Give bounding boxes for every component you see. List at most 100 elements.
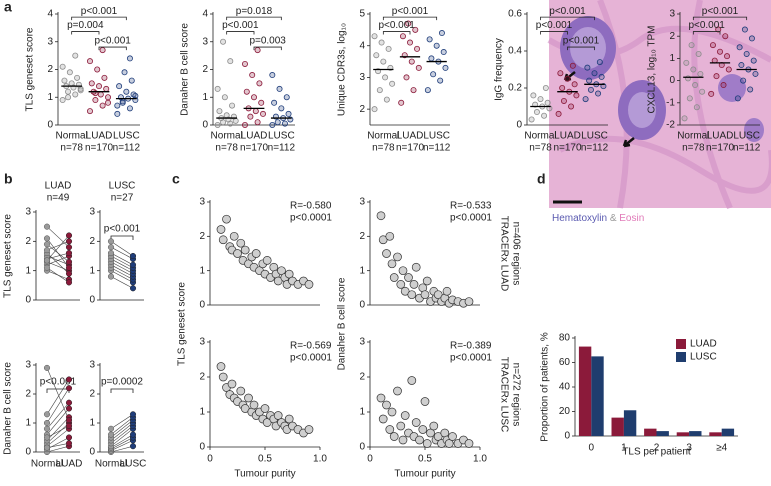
x-tick-label: 1 (621, 443, 627, 454)
x-axis-label: TLS per patient (622, 447, 691, 458)
data-point (43, 434, 51, 441)
data-point (132, 92, 139, 99)
y-tick-label: 3 (199, 197, 205, 208)
y-tick-label: 0 (359, 300, 365, 311)
data-point (107, 425, 115, 432)
data-point (408, 58, 415, 65)
y-tick-label: 60 (559, 357, 571, 368)
category-label: LUSC (423, 131, 450, 142)
data-point (734, 95, 741, 102)
data-point (107, 431, 115, 438)
data-point (247, 113, 254, 120)
data-point (240, 245, 250, 255)
y-tick-label: 2 (25, 236, 31, 247)
y-axis-label: Proportion of patients, % (540, 332, 551, 442)
data-point (411, 262, 421, 272)
data-point (43, 264, 51, 271)
cohort-label: TRACERx LUAD (498, 216, 509, 292)
data-point (65, 385, 73, 392)
bar (709, 432, 722, 436)
data-point (385, 45, 392, 52)
x-tick-label: 1.0 (473, 454, 487, 465)
data-point (555, 110, 562, 117)
bar (689, 431, 702, 436)
comparison-bracket (540, 31, 568, 35)
data-point (59, 97, 66, 104)
y-tick-label: 3 (359, 337, 365, 348)
data-point (65, 422, 73, 429)
n-label: n=78 (529, 143, 552, 154)
data-point (65, 244, 73, 251)
data-point (736, 44, 743, 51)
data-point (722, 33, 729, 40)
n-label: n=112 (581, 143, 609, 154)
y-axis-label: IgG frequency (494, 38, 505, 101)
data-point (254, 47, 261, 54)
data-point (43, 444, 51, 451)
y-tick-label: 3 (359, 197, 365, 208)
data-point (383, 96, 390, 103)
data-point (96, 83, 103, 90)
p-value: p<0.001 (40, 377, 77, 388)
data-point (72, 52, 79, 59)
data-point (587, 86, 594, 93)
data-point (380, 58, 387, 65)
data-point (105, 99, 112, 106)
data-point (537, 96, 544, 103)
data-point (752, 70, 759, 77)
pair-line (46, 416, 70, 441)
data-point (741, 26, 748, 33)
data-point (409, 280, 419, 289)
y-axis-label: Unique CDR3s, log₁₀ (337, 23, 348, 116)
data-point (681, 115, 688, 122)
y-tick-label: 3 (669, 9, 675, 20)
data-point (442, 286, 452, 296)
data-point (243, 88, 250, 95)
y-tick-label: 3 (47, 36, 53, 47)
legend-label: LUSC (690, 352, 717, 363)
data-point (221, 94, 228, 101)
y-tick-label: 2 (199, 231, 205, 242)
data-point (371, 106, 378, 113)
x-tick-label: 0.5 (418, 454, 432, 465)
data-point (260, 110, 267, 117)
pair-line (110, 258, 134, 271)
p-value: p<0.001 (94, 36, 131, 47)
pair-line (110, 276, 134, 289)
y-tick-label: 1 (199, 265, 205, 276)
y-axis-label: CXCL13, log₁₀ TPM (647, 26, 658, 114)
data-point (422, 439, 432, 448)
data-point (283, 94, 290, 101)
data-point (415, 435, 424, 445)
data-point (126, 105, 133, 112)
comparison-bracket (46, 388, 70, 393)
pair-line (110, 416, 134, 435)
category-label: LUAD (707, 131, 734, 142)
data-point (378, 414, 388, 424)
data-point (233, 249, 242, 258)
data-point (59, 63, 66, 70)
pair-line (46, 235, 70, 261)
p-value: p<0.001 (702, 6, 739, 17)
pair-line (110, 252, 134, 266)
y-tick-label: 2 (202, 64, 208, 75)
bar (721, 428, 735, 436)
data-point (229, 102, 236, 109)
y-tick-label: 4 (359, 40, 365, 51)
n-label: n=170 (85, 143, 114, 154)
stat-annotation: p<0.0001 (450, 353, 492, 364)
comparison-bracket (692, 16, 748, 21)
data-point (65, 250, 73, 257)
category-label: Normal (56, 131, 88, 142)
y-tick-label: 2 (359, 104, 365, 115)
data-point (530, 92, 537, 99)
pair-line (46, 402, 70, 429)
data-point (371, 33, 378, 40)
pair-line (110, 434, 134, 448)
y-tick-label: 0 (25, 447, 31, 458)
data-point (382, 400, 391, 410)
data-point (65, 258, 73, 265)
pair-line (110, 414, 134, 430)
data-point (382, 249, 391, 258)
bar (578, 346, 592, 436)
